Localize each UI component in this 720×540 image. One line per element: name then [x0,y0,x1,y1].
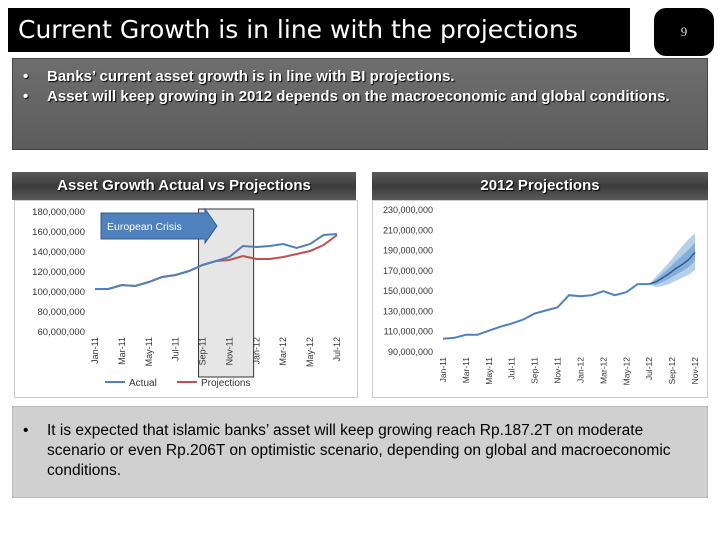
x-tick-label: May-12 [621,357,631,386]
y-tick-label: 140,000,000 [32,247,85,258]
bullet-glyph: • [23,88,29,105]
projection-mid-line [648,251,696,285]
projection-confidence-band [649,233,695,288]
crisis-callout-label: European Crisis [107,221,182,233]
summary-bullet-list: • Banks’ current asset growth is in line … [13,59,707,107]
y-tick-label: 90,000,000 [388,347,433,357]
left-chart-title: Asset Growth Actual vs Projections [12,172,356,200]
y-tick-label: 110,000,000 [384,327,433,337]
summary-box: • Banks’ current asset growth is in line … [12,58,708,150]
series-line-actual [95,233,338,290]
y-tick-label: 60,000,000 [37,327,85,338]
y-tick-label: 100,000,000 [32,287,85,298]
y-tick-label: 150,000,000 [383,286,433,296]
x-tick-label: Jul-11 [171,337,181,361]
projection-inner-band [649,242,695,285]
x-tick-label: Jan-11 [438,357,448,383]
y-tick-label: 130,000,000 [383,306,433,316]
right-chart-panel: 230,000,000 210,000,000 190,000,000 170,000… [372,200,708,398]
legend-label-projections: Projections [201,378,250,389]
x-tick-label: Nov-11 [553,357,563,384]
left-chart-panel: 180,000,000 160,000,000 140,000,000 120,000… [14,200,358,398]
y-tick-label: 80,000,000 [37,307,85,318]
right-chart-title: 2012 Projections [372,172,708,200]
x-tick-label: Mar-11 [117,337,127,365]
x-tick-label: Jan-12 [251,337,261,365]
legend-label-actual: Actual [129,378,157,389]
page-number: 9 [654,8,714,56]
projection-chart: 230,000,000 210,000,000 190,000,000 170,000… [383,205,700,386]
conclusion-bullet-text: It is expected that islamic banks’ asset… [47,422,671,479]
x-tick-label: Jul-12 [332,337,342,362]
x-tick-label: Mar-12 [598,357,608,384]
y-tick-label: 180,000,000 [32,207,85,218]
y-tick-label: 210,000,000 [383,225,433,235]
x-tick-label: Sep-12 [667,357,677,385]
bullet-glyph: • [23,68,29,85]
y-tick-label: 230,000,000 [383,205,433,215]
actual-line [442,283,650,340]
x-tick-label: May-11 [484,357,494,385]
summary-bullet-text: Banks’ current asset growth is in line w… [47,68,455,85]
slide-title: Current Growth is in line with the proje… [8,8,630,52]
x-tick-label: May-11 [144,337,154,366]
conclusion-bullet: • It is expected that islamic banks’ asse… [13,421,707,481]
x-tick-label: Jan-11 [90,337,100,364]
x-tick-label: Jan-12 [575,357,585,383]
y-tick-label: 170,000,000 [383,266,433,276]
summary-bullet-text: Asset will keep growing in 2012 depends … [47,88,670,105]
x-tick-label: Sep-11 [530,357,540,384]
x-tick-label: Mar-12 [278,337,288,366]
crisis-callout-arrow [100,207,218,245]
y-tick-label: 190,000,000 [383,246,433,256]
x-tick-label: Sep-11 [198,337,208,365]
summary-bullet: • Banks’ current asset growth is in line … [13,67,707,87]
y-tick-label: 120,000,000 [32,267,85,278]
conclusion-box: • It is expected that islamic banks’ asse… [12,406,708,498]
x-tick-label: Mar-11 [461,357,471,384]
bullet-glyph: • [23,422,29,439]
conclusion-bullet-list: • It is expected that islamic banks’ asse… [13,407,707,481]
x-tick-label: Nov-11 [224,337,234,365]
summary-bullet: • Asset will keep growing in 2012 depends… [13,87,707,107]
x-tick-label: Nov-12 [690,357,700,385]
x-tick-label: May-12 [305,337,315,367]
asset-growth-chart: 180,000,000 160,000,000 140,000,000 120,000… [32,207,342,389]
x-tick-label: Jul-12 [644,357,654,380]
x-tick-label: Jul-11 [507,357,517,380]
y-tick-label: 160,000,000 [32,227,85,238]
